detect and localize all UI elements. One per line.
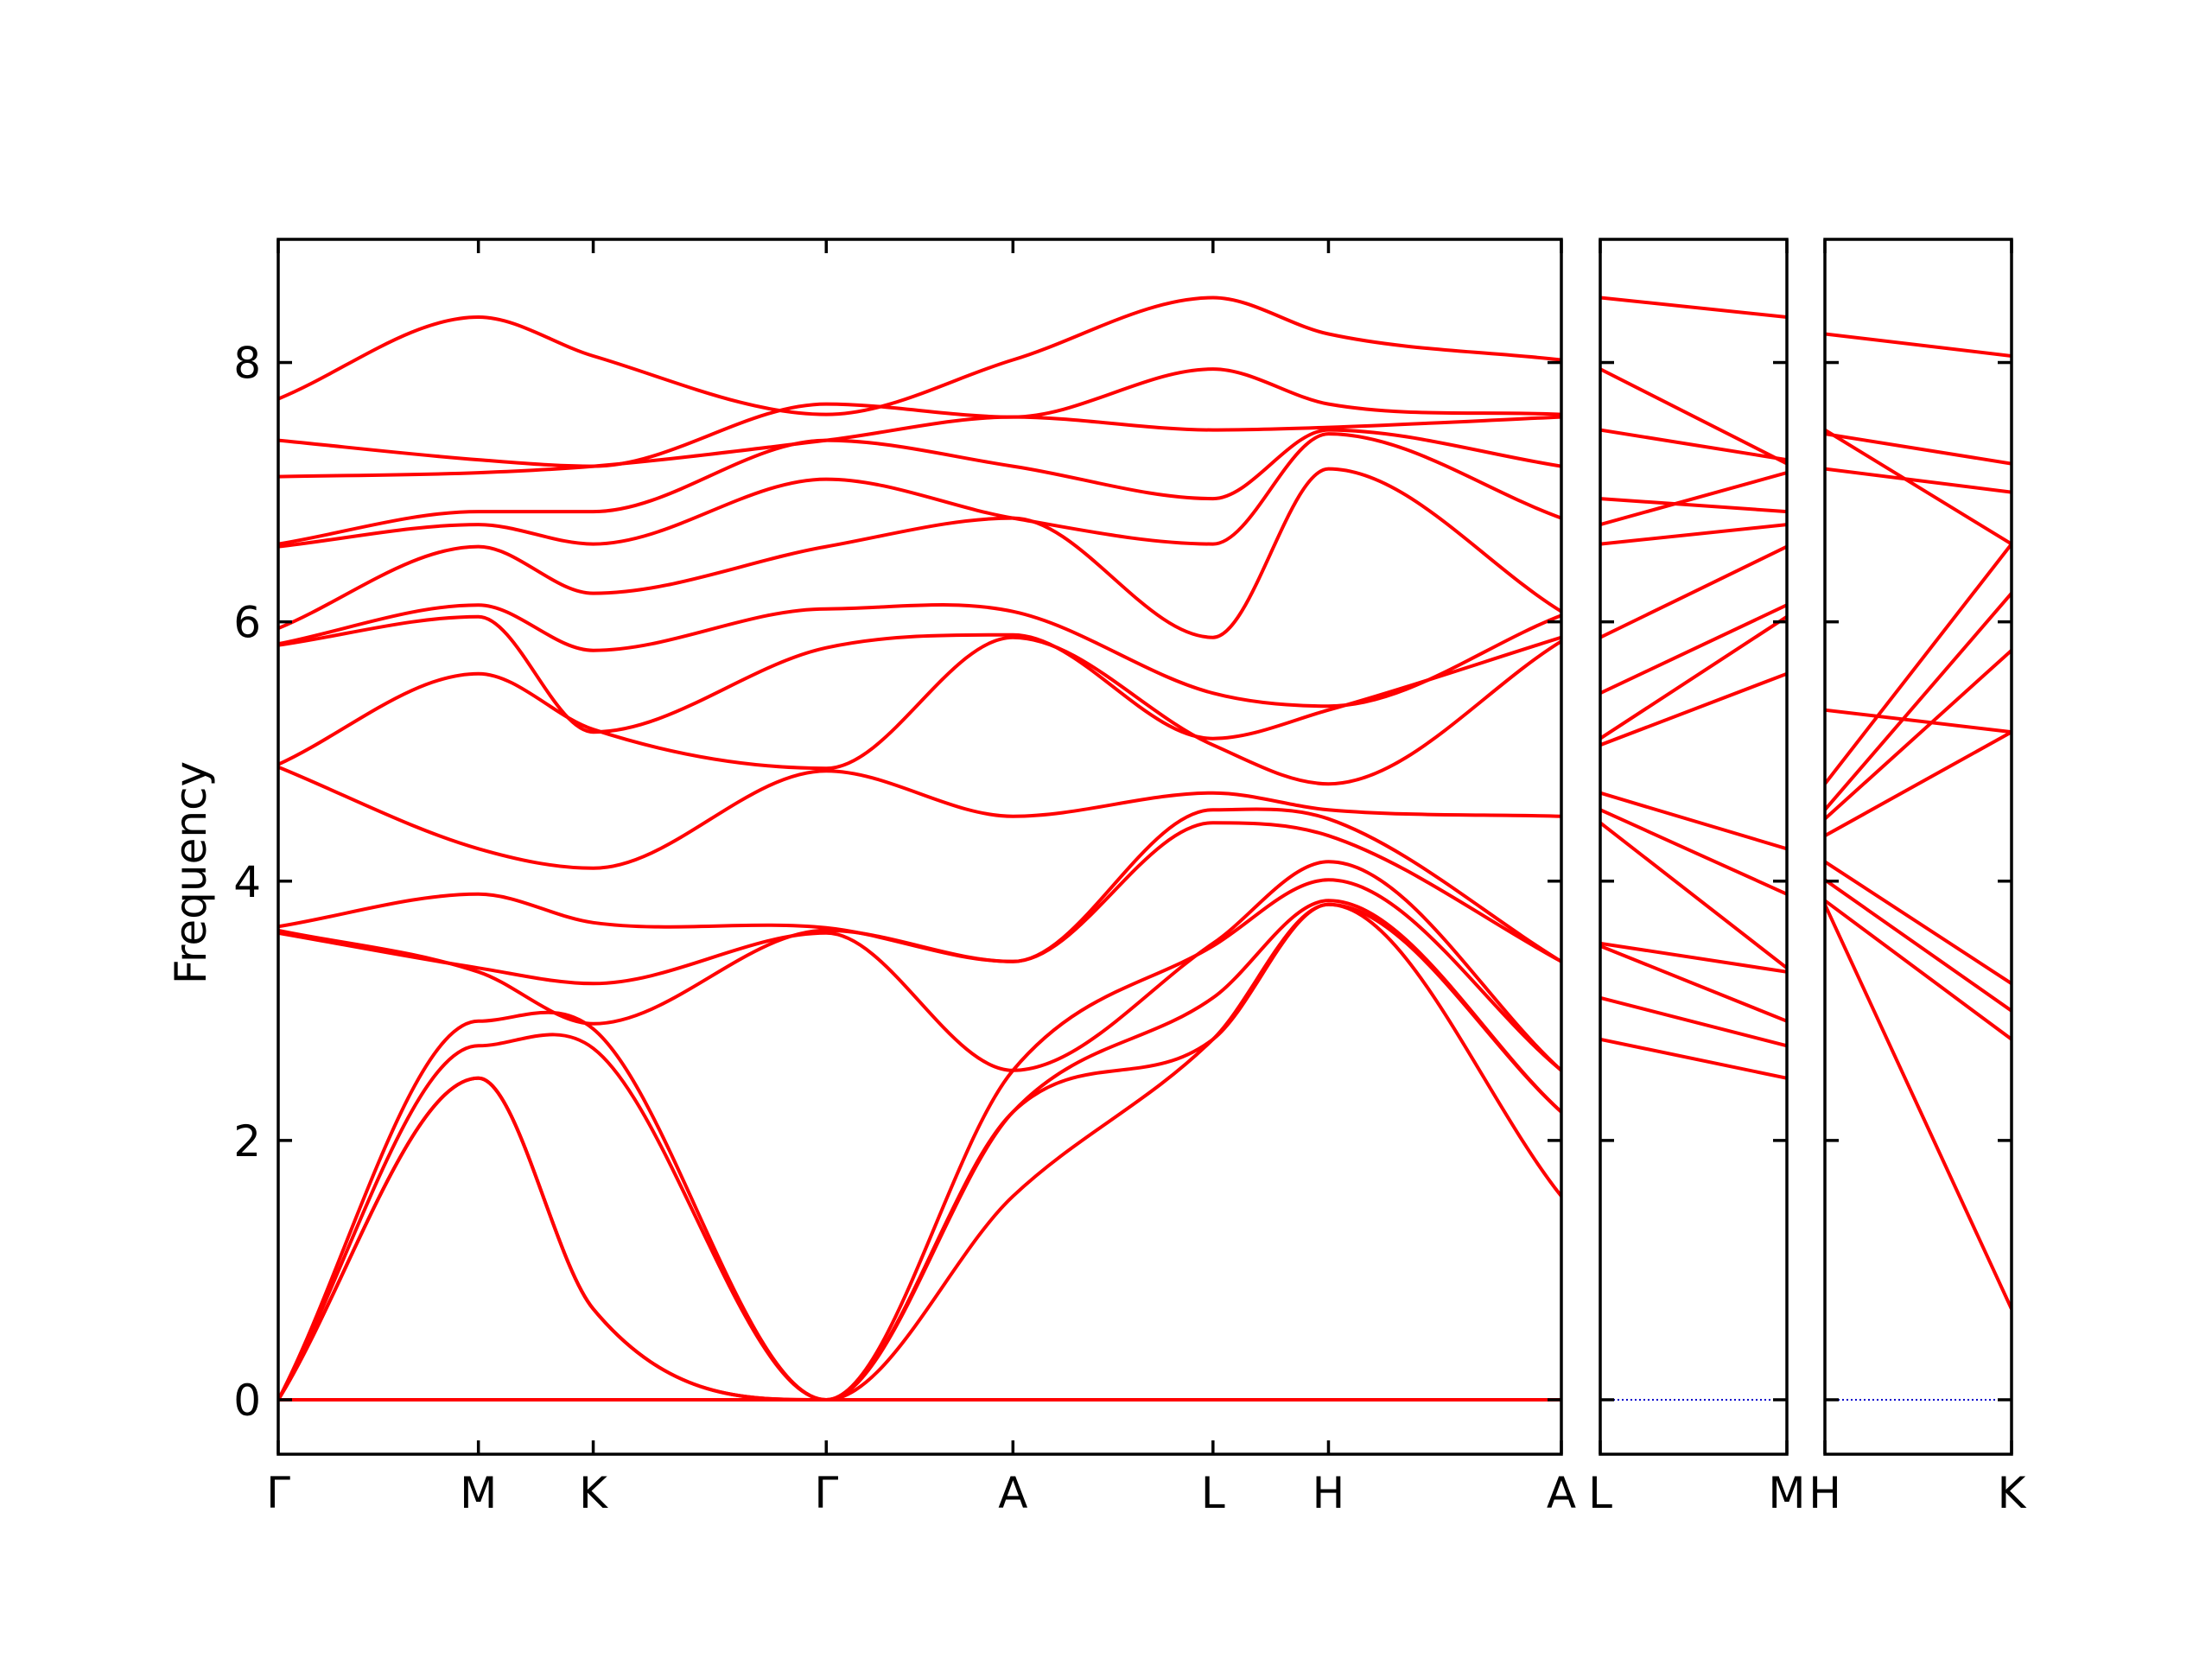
band-7 [1600,791,1787,851]
band-3 [1600,944,1787,1023]
y-tick-label: 0 [233,1376,261,1426]
band-4 [278,878,1561,1402]
band-1 [1600,1037,1787,1080]
band-15 [278,415,1561,479]
band-3 [1825,878,2012,1013]
band-15 [1600,428,1787,462]
band-16 [1600,367,1787,466]
x-tick-label: M [1768,1468,1805,1518]
band-12 [1825,428,2012,546]
y-tick-label: 8 [233,339,261,389]
band-12 [1600,523,1787,546]
band-5 [1825,730,2012,837]
x-tick-label: A [1547,1468,1576,1518]
panel-1: 0 2 4 6 8 Γ M K Γ A L H A [233,238,1576,1518]
band-11 [1825,432,2012,466]
band-3 [278,899,1561,1402]
band-9 [1600,615,1787,741]
band-16 [278,367,1561,468]
band-8 [1825,543,2012,785]
band-13 [1825,332,2012,358]
band-12 [278,467,1561,639]
x-tick-label: K [579,1468,608,1518]
x-tick-label: Γ [266,1468,290,1518]
band-1-2 [278,902,1561,1402]
band-11 [1600,544,1787,639]
y-tick-label: 2 [233,1116,261,1166]
band-6 [278,821,1561,1026]
band-10 [278,614,1561,741]
x-tick-label: Γ [814,1468,838,1518]
band-6 [1825,649,2012,821]
panel-frame [1599,238,1789,1456]
band-4 [1600,941,1787,974]
band-2 [1825,899,2012,1041]
x-tick-label: L [1588,1468,1612,1518]
y-axis-label: Frequency [166,761,216,984]
band-7 [1825,592,2012,811]
band-5 [1600,821,1787,969]
band-5 [278,860,1561,1072]
band-6 [1600,808,1787,896]
y-tick-label: 6 [233,598,261,648]
x-tick-label: M [460,1468,497,1518]
x-tick-label: A [998,1468,1027,1518]
band-9 [278,635,1561,786]
x-tick-label: K [1998,1468,2027,1518]
band-4 [1825,860,2012,985]
y-tick-label: 4 [233,857,261,907]
band-9 [1825,708,2012,734]
band-11 [278,603,1561,709]
band-13 [278,432,1561,549]
band-14 [1600,471,1787,527]
band-14 [278,428,1561,546]
panel-frame [276,238,1563,1456]
band-17 [1600,296,1787,319]
band-10 [1825,467,2012,494]
band-7 [278,807,1561,963]
band-10 [1600,603,1787,696]
band-8 [1600,671,1787,747]
band-2 [1600,995,1787,1048]
band-13 [1600,497,1787,514]
x-tick-label: H [1808,1468,1841,1518]
panel-frame [1823,238,2013,1456]
band-1 [1825,903,2012,1310]
band-17 [278,296,1561,416]
band-8 [278,765,1561,870]
x-tick-label: H [1313,1468,1345,1518]
x-tick-label: L [1201,1468,1225,1518]
band-2 [278,902,1561,1402]
